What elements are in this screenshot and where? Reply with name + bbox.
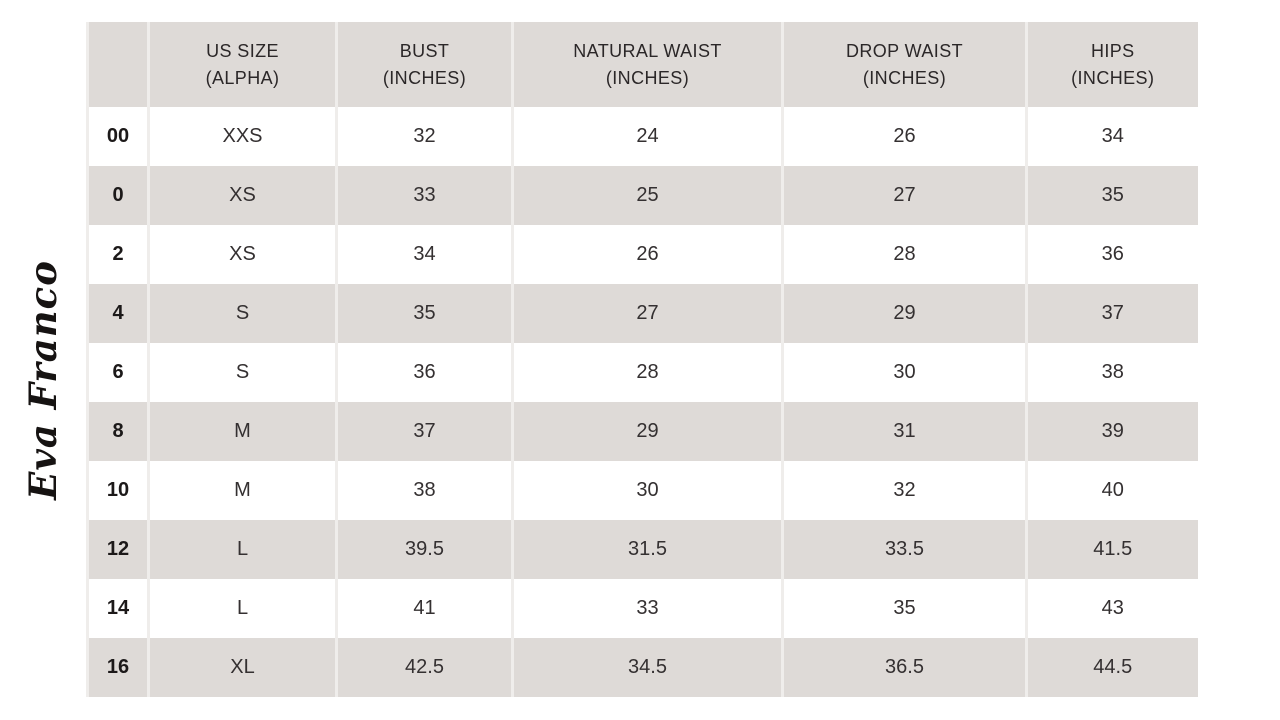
column-header-line1: DROP WAIST bbox=[845, 40, 963, 61]
hips-cell: 36 bbox=[1025, 225, 1198, 284]
bust-cell: 36 bbox=[335, 343, 513, 402]
column-header-line1: US SIZE bbox=[206, 40, 279, 61]
table-row: 6 S 36 28 30 38 bbox=[86, 343, 1198, 402]
row-label: 4 bbox=[86, 284, 149, 343]
column-header-bust: BUST (INCHES) bbox=[335, 22, 513, 107]
bust-cell: 32 bbox=[335, 107, 513, 166]
bust-cell: 38 bbox=[335, 461, 513, 520]
drop-waist-cell: 36.5 bbox=[781, 638, 1027, 697]
row-label: 12 bbox=[86, 520, 149, 579]
header-row: US SIZE (ALPHA) BUST (INCHES) NATURAL WA… bbox=[86, 22, 1198, 107]
table-row: 2 XS 34 26 28 36 bbox=[86, 225, 1198, 284]
bust-cell: 41 bbox=[335, 579, 513, 638]
column-header-line2: (INCHES) bbox=[1071, 67, 1155, 88]
column-header-line1: NATURAL WAIST bbox=[573, 40, 722, 61]
drop-waist-cell: 28 bbox=[781, 225, 1027, 284]
natural-waist-cell: 25 bbox=[511, 166, 783, 225]
drop-waist-cell: 26 bbox=[781, 107, 1027, 166]
alpha-size-cell: S bbox=[147, 343, 337, 402]
hips-cell: 43 bbox=[1025, 579, 1198, 638]
row-label: 10 bbox=[86, 461, 149, 520]
natural-waist-cell: 34.5 bbox=[511, 638, 783, 697]
table-row: 8 M 37 29 31 39 bbox=[86, 402, 1198, 461]
row-label: 14 bbox=[86, 579, 149, 638]
table-row: 16 XL 42.5 34.5 36.5 44.5 bbox=[86, 638, 1198, 697]
natural-waist-cell: 24 bbox=[511, 107, 783, 166]
drop-waist-cell: 30 bbox=[781, 343, 1027, 402]
table-row: 0 XS 33 25 27 35 bbox=[86, 166, 1198, 225]
drop-waist-cell: 31 bbox=[781, 402, 1027, 461]
column-header-hips: HIPS (INCHES) bbox=[1025, 22, 1198, 107]
column-header-line1: BUST bbox=[399, 40, 450, 61]
table-row: 10 M 38 30 32 40 bbox=[86, 461, 1198, 520]
column-header-line2: (INCHES) bbox=[862, 67, 947, 88]
drop-waist-cell: 33.5 bbox=[781, 520, 1027, 579]
alpha-size-cell: XXS bbox=[147, 107, 337, 166]
hips-cell: 35 bbox=[1025, 166, 1198, 225]
alpha-size-cell: M bbox=[147, 402, 337, 461]
bust-cell: 37 bbox=[335, 402, 513, 461]
natural-waist-cell: 31.5 bbox=[511, 520, 783, 579]
hips-cell: 44.5 bbox=[1025, 638, 1198, 697]
hips-cell: 37 bbox=[1025, 284, 1198, 343]
hips-cell: 38 bbox=[1025, 343, 1198, 402]
alpha-size-cell: M bbox=[147, 461, 337, 520]
row-label: 2 bbox=[86, 225, 149, 284]
size-chart-table: US SIZE (ALPHA) BUST (INCHES) NATURAL WA… bbox=[86, 22, 1198, 697]
bust-cell: 33 bbox=[335, 166, 513, 225]
hips-cell: 39 bbox=[1025, 402, 1198, 461]
column-header-natural-waist: NATURAL WAIST (INCHES) bbox=[511, 22, 783, 107]
row-label: 6 bbox=[86, 343, 149, 402]
bust-cell: 39.5 bbox=[335, 520, 513, 579]
table-row: 4 S 35 27 29 37 bbox=[86, 284, 1198, 343]
natural-waist-cell: 27 bbox=[511, 284, 783, 343]
drop-waist-cell: 27 bbox=[781, 166, 1027, 225]
bust-cell: 34 bbox=[335, 225, 513, 284]
table-row: 14 L 41 33 35 43 bbox=[86, 579, 1198, 638]
row-label: 16 bbox=[86, 638, 149, 697]
brand-logo: Eva Franco bbox=[21, 260, 65, 500]
alpha-size-cell: XS bbox=[147, 166, 337, 225]
alpha-size-cell: L bbox=[147, 520, 337, 579]
hips-cell: 41.5 bbox=[1025, 520, 1198, 579]
natural-waist-cell: 33 bbox=[511, 579, 783, 638]
drop-waist-cell: 32 bbox=[781, 461, 1027, 520]
column-header-line2: (INCHES) bbox=[382, 67, 467, 88]
natural-waist-cell: 26 bbox=[511, 225, 783, 284]
natural-waist-cell: 29 bbox=[511, 402, 783, 461]
drop-waist-cell: 29 bbox=[781, 284, 1027, 343]
column-header-drop-waist: DROP WAIST (INCHES) bbox=[781, 22, 1027, 107]
hips-cell: 34 bbox=[1025, 107, 1198, 166]
bust-cell: 35 bbox=[335, 284, 513, 343]
alpha-size-cell: XS bbox=[147, 225, 337, 284]
drop-waist-cell: 35 bbox=[781, 579, 1027, 638]
row-label: 8 bbox=[86, 402, 149, 461]
table-row: 00 XXS 32 24 26 34 bbox=[86, 107, 1198, 166]
alpha-size-cell: S bbox=[147, 284, 337, 343]
table-row: 12 L 39.5 31.5 33.5 41.5 bbox=[86, 520, 1198, 579]
natural-waist-cell: 30 bbox=[511, 461, 783, 520]
column-header-line1: HIPS bbox=[1090, 40, 1135, 61]
row-label: 0 bbox=[86, 166, 149, 225]
column-header-line2: (ALPHA) bbox=[205, 67, 280, 88]
hips-cell: 40 bbox=[1025, 461, 1198, 520]
natural-waist-cell: 28 bbox=[511, 343, 783, 402]
column-header-line2: (INCHES) bbox=[605, 67, 690, 88]
bust-cell: 42.5 bbox=[335, 638, 513, 697]
alpha-size-cell: L bbox=[147, 579, 337, 638]
row-label: 00 bbox=[86, 107, 149, 166]
alpha-size-cell: XL bbox=[147, 638, 337, 697]
corner-cell bbox=[86, 22, 149, 107]
column-header-us-size: US SIZE (ALPHA) bbox=[147, 22, 337, 107]
